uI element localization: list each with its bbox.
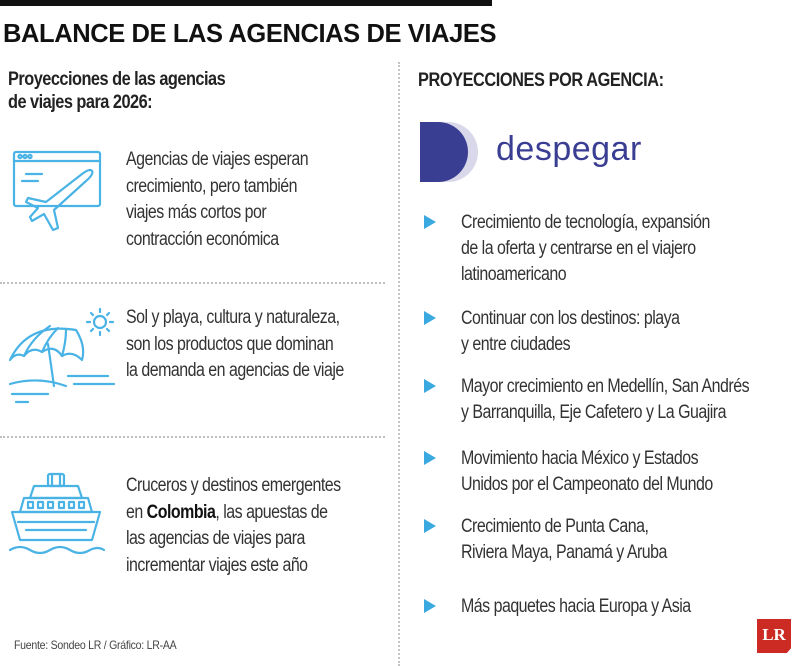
bullet-arrow-icon xyxy=(424,311,436,325)
projection-item-2-text: Sol y playa, cultura y naturaleza, son l… xyxy=(126,307,344,381)
projection-item-3-text: Cruceros y destinos emergentes en Colomb… xyxy=(126,473,386,579)
web-plane-icon xyxy=(8,144,108,249)
left-heading-line-2: de viajes para 2026: xyxy=(8,92,153,113)
left-heading: Proyecciones de las agencias de viajes p… xyxy=(8,68,266,114)
page-title: BALANCE DE LAS AGENCIAS DE VIAJES xyxy=(3,20,497,48)
source-credit: Fuente: Sondeo LR / Gráfico: LR-AA xyxy=(14,638,177,652)
beach-umbrella-icon xyxy=(8,304,123,409)
projection-item-3-line-2: en Colombia, las apuestas de xyxy=(126,501,328,523)
brand-wordmark: despegar xyxy=(496,130,642,168)
divider xyxy=(0,436,385,438)
bullet-arrow-icon xyxy=(424,379,436,393)
column-separator xyxy=(398,62,400,666)
cruise-ship-icon xyxy=(8,470,108,575)
top-rule xyxy=(0,0,492,6)
left-column: Proyecciones de las agencias de viajes p… xyxy=(0,62,392,666)
despegar-logo: despegar xyxy=(420,120,670,184)
right-column: PROYECCIONES POR AGENCIA: despegar Creci… xyxy=(418,70,750,617)
projection-item-1-text: Agencias de viajes esperan crecimiento, … xyxy=(126,149,309,250)
bullet-arrow-icon xyxy=(424,519,436,533)
highlight-colombia: Colombia xyxy=(146,501,216,523)
bullet-arrow-icon xyxy=(424,451,436,465)
divider xyxy=(0,282,385,284)
right-heading: PROYECCIONES POR AGENCIA: xyxy=(418,70,664,91)
bullet-arrow-icon xyxy=(424,215,436,229)
lr-logo: LR xyxy=(757,619,791,653)
despegar-mark-icon xyxy=(420,122,478,182)
bullet-arrow-icon xyxy=(424,599,436,613)
left-heading-line-1: Proyecciones de las agencias xyxy=(8,69,226,90)
